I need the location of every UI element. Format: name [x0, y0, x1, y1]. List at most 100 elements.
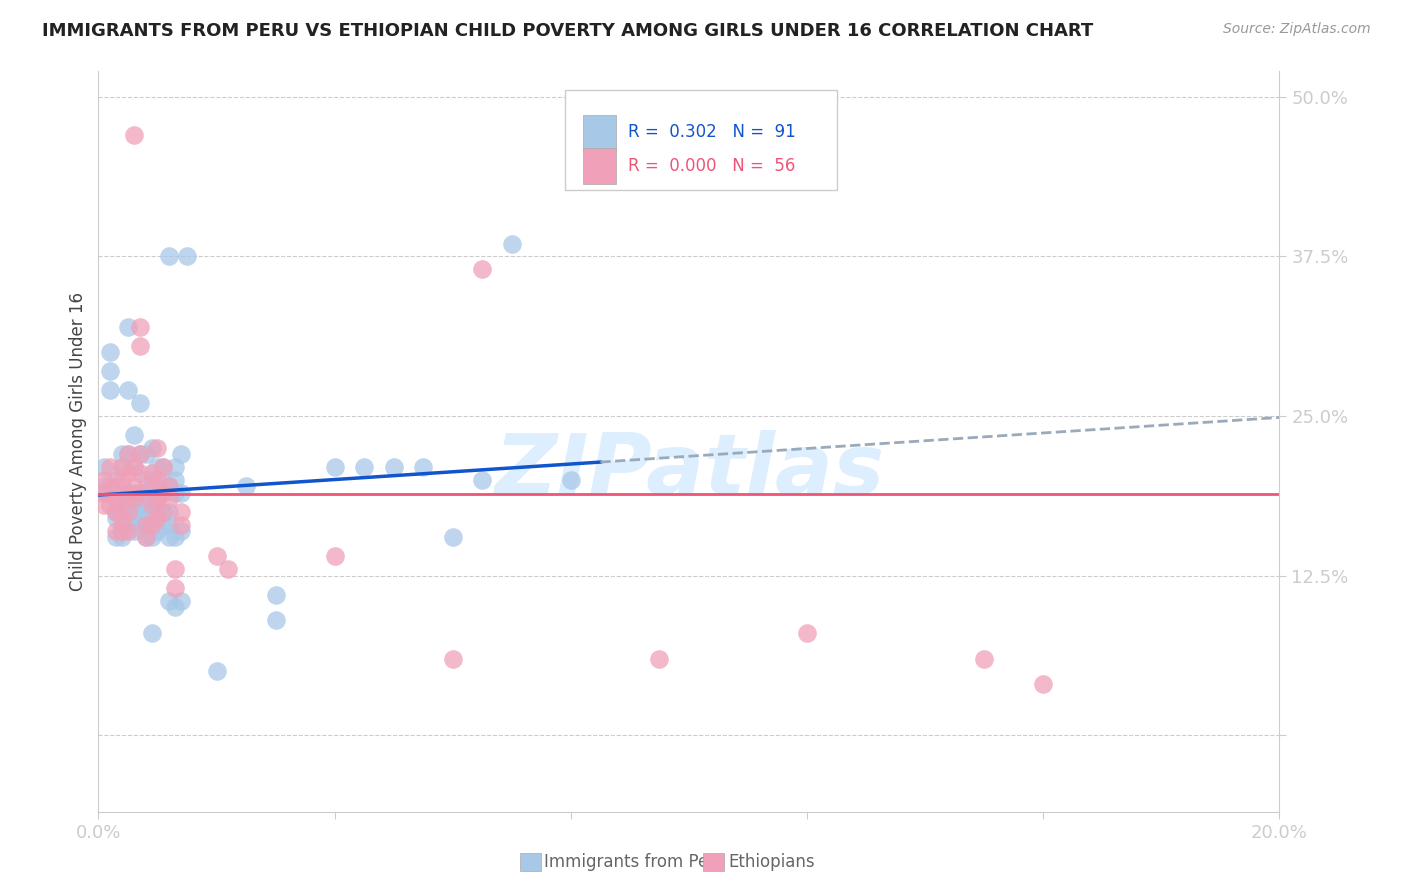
Point [135, 473, 157, 487]
Text: IMMIGRANTS FROM PERU VS ETHIOPIAN CHILD POVERTY AMONG GIRLS UNDER 16 CORRELATION: IMMIGRANTS FROM PERU VS ETHIOPIAN CHILD … [42, 22, 1094, 40]
Text: Ethiopians: Ethiopians [728, 853, 815, 871]
Point [157, 530, 180, 544]
Point [98, 345, 121, 359]
Point [128, 467, 150, 481]
Point [128, 485, 150, 500]
Point [128, 485, 150, 500]
Point [165, 460, 187, 475]
Point [141, 441, 163, 455]
Point [122, 499, 145, 513]
Point [111, 505, 134, 519]
Point [111, 524, 134, 538]
Point [105, 485, 128, 500]
FancyBboxPatch shape [565, 90, 837, 190]
Point [152, 485, 174, 500]
Point [441, 651, 464, 665]
Point [111, 530, 134, 544]
Point [111, 517, 134, 532]
Point [165, 562, 187, 576]
Point [93, 485, 115, 500]
Point [141, 511, 163, 525]
Point [412, 460, 434, 475]
Point [128, 339, 150, 353]
Point [135, 447, 157, 461]
Point [98, 460, 121, 475]
Point [105, 505, 128, 519]
Point [111, 447, 134, 461]
Point [146, 511, 169, 525]
Point [165, 473, 187, 487]
Point [105, 530, 128, 544]
Point [117, 511, 139, 525]
Point [141, 467, 163, 481]
Point [141, 491, 163, 506]
Text: Immigrants from Peru: Immigrants from Peru [544, 853, 725, 871]
Point [135, 517, 157, 532]
Point [93, 485, 115, 500]
Point [146, 460, 169, 475]
Point [105, 479, 128, 493]
Point [353, 460, 375, 475]
Point [111, 491, 134, 506]
Point [146, 505, 169, 519]
Point [93, 473, 115, 487]
Point [441, 530, 464, 544]
Point [122, 428, 145, 442]
Point [122, 485, 145, 500]
Point [165, 600, 187, 615]
Point [111, 460, 134, 475]
Point [382, 460, 405, 475]
Point [105, 473, 128, 487]
Bar [582, 115, 616, 150]
Point [157, 491, 180, 506]
Point [135, 530, 157, 544]
Point [157, 505, 180, 519]
Point [264, 588, 287, 602]
Point [146, 491, 169, 506]
Point [105, 524, 128, 538]
Point [122, 460, 145, 475]
Point [648, 651, 671, 665]
Point [471, 473, 494, 487]
Point [122, 491, 145, 506]
Point [323, 460, 346, 475]
Point [217, 562, 239, 576]
Point [93, 479, 115, 493]
Point [141, 517, 163, 532]
Text: Source: ZipAtlas.com: Source: ZipAtlas.com [1223, 22, 1371, 37]
Point [135, 505, 157, 519]
Point [117, 447, 139, 461]
Point [135, 524, 157, 538]
Point [141, 479, 163, 493]
Point [128, 319, 150, 334]
Point [128, 511, 150, 525]
Point [111, 524, 134, 538]
Point [205, 665, 228, 679]
Point [128, 447, 150, 461]
Point [117, 499, 139, 513]
Point [264, 613, 287, 627]
Point [176, 250, 198, 264]
Point [141, 473, 163, 487]
Point [235, 479, 257, 493]
Point [128, 447, 150, 461]
Point [111, 473, 134, 487]
Point [117, 505, 139, 519]
Point [128, 517, 150, 532]
Point [98, 384, 121, 398]
Point [117, 485, 139, 500]
Point [122, 505, 145, 519]
Point [165, 582, 187, 596]
Point [111, 499, 134, 513]
Point [98, 479, 121, 493]
Point [157, 479, 180, 493]
Point [152, 517, 174, 532]
Point [157, 594, 180, 608]
Point [157, 479, 180, 493]
Point [141, 626, 163, 640]
Point [170, 447, 193, 461]
Y-axis label: Child Poverty Among Girls Under 16: Child Poverty Among Girls Under 16 [69, 292, 87, 591]
Point [165, 530, 187, 544]
Point [1032, 677, 1054, 691]
Point [117, 319, 139, 334]
